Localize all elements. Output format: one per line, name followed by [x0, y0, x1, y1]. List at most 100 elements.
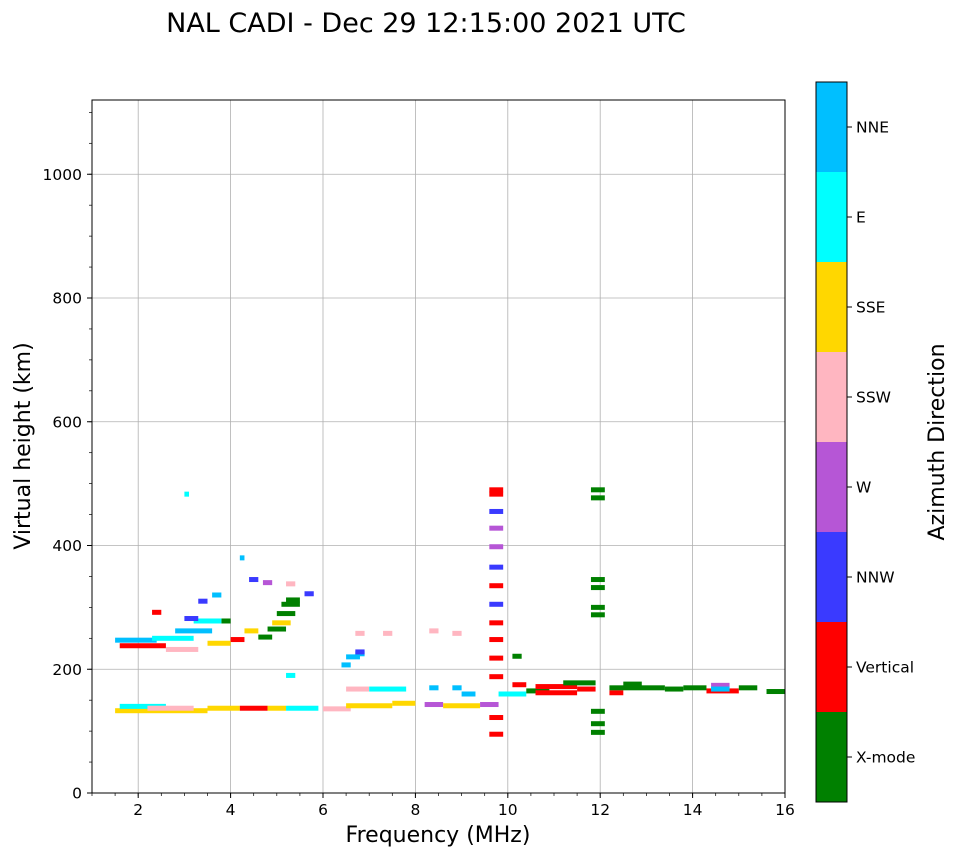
echo-segment: [429, 685, 439, 691]
echo-segment: [489, 508, 504, 514]
echo-segment: [609, 690, 624, 696]
echo-segment: [346, 703, 393, 709]
echo-segment: [489, 564, 504, 570]
echo-segment: [286, 705, 319, 711]
echo-segment: [281, 601, 300, 607]
echo-segment: [590, 729, 605, 735]
echo-segment: [590, 708, 605, 714]
echo-segment: [221, 618, 231, 624]
colorbar-frame: [815, 81, 848, 803]
echo-segment: [346, 686, 370, 692]
echo-segment: [535, 684, 578, 690]
echo-segment: [609, 685, 665, 691]
colorbar-swatch: [816, 712, 847, 802]
echo-segment: [184, 491, 190, 497]
y-tick-label: 400: [52, 537, 82, 555]
echo-segment: [152, 635, 194, 641]
echo-segment: [119, 703, 166, 709]
echo-segment: [272, 620, 291, 626]
colorbar-swatch: [816, 532, 847, 622]
colorbar-tick-label: W: [856, 479, 871, 497]
plot-area: [115, 487, 785, 737]
x-tick-label: 12: [590, 801, 610, 819]
echo-segment: [489, 487, 504, 493]
chart-title: NAL CADI - Dec 29 12:15:00 2021 UTC: [166, 8, 686, 39]
echo-segment: [711, 682, 730, 688]
echo-segment: [590, 487, 605, 493]
echo-segment: [443, 703, 481, 709]
echo-traces: [115, 487, 785, 737]
grid-lines: [92, 100, 785, 793]
echo-segment: [369, 686, 407, 692]
echo-segment: [535, 690, 578, 696]
echo-segment: [207, 640, 231, 646]
x-axis-label: Frequency (MHz): [346, 823, 531, 848]
echo-segment: [276, 611, 296, 617]
echo-segment: [424, 702, 444, 708]
echo-segment: [249, 577, 259, 583]
echo-segment: [198, 598, 208, 604]
y-axis-ticks: 0 200 400 600 800 1000: [43, 112, 92, 803]
echo-segment: [623, 681, 642, 687]
echo-segment: [184, 616, 199, 622]
echo-segment: [355, 649, 365, 655]
x-tick-label: 2: [133, 801, 143, 819]
echo-segment: [341, 662, 351, 668]
echo-segment: [512, 653, 522, 659]
echo-segment: [244, 628, 259, 634]
echo-segment: [267, 626, 287, 632]
echo-segment: [262, 580, 273, 586]
x-tick-label: 14: [683, 801, 703, 819]
echo-segment: [489, 525, 504, 531]
colorbar-tick-label: SSE: [856, 299, 885, 317]
colorbar-tick-label: X-mode: [856, 749, 915, 767]
echo-segment: [119, 643, 166, 649]
echo-segment: [429, 628, 439, 634]
colorbar-swatch: [816, 442, 847, 532]
echo-segment: [175, 628, 213, 634]
echo-segment: [590, 612, 605, 618]
echo-segment: [489, 674, 504, 680]
echo-segment: [711, 686, 730, 692]
echo-segment: [286, 672, 296, 678]
echo-segment: [590, 585, 605, 591]
x-tick-label: 8: [410, 801, 420, 819]
echo-segment: [738, 685, 758, 691]
echo-segment: [498, 691, 527, 697]
echo-segment: [230, 637, 245, 643]
echo-segment: [461, 691, 476, 697]
echo-segment: [489, 637, 504, 643]
echo-segment: [512, 682, 527, 688]
echo-segment: [258, 634, 273, 640]
echo-segment: [267, 705, 287, 711]
echo-segment: [207, 705, 240, 711]
echo-segment: [489, 731, 504, 737]
colorbar: X-mode Vertical NNW W SSW SSE E NNE: [815, 81, 915, 803]
x-tick-label: 16: [775, 801, 795, 819]
echo-segment: [766, 689, 785, 695]
y-tick-label: 200: [52, 661, 82, 679]
echo-segment: [346, 654, 360, 660]
echo-segment: [489, 601, 504, 607]
echo-segment: [147, 705, 194, 711]
colorbar-swatch: [816, 622, 847, 712]
colorbar-swatch: [816, 172, 847, 262]
colorbar-tick-label: E: [856, 209, 866, 227]
colorbar-tick-label: SSW: [856, 389, 891, 407]
echo-segment: [193, 618, 222, 624]
colorbar-label: Azimuth Direction: [925, 343, 950, 540]
echo-segment: [489, 620, 504, 626]
y-tick-label: 1000: [43, 166, 82, 184]
echo-segment: [489, 491, 504, 497]
echo-segment: [577, 686, 596, 692]
colorbar-swatch: [816, 352, 847, 442]
echo-segment: [165, 646, 199, 652]
echo-segment: [239, 555, 245, 561]
echo-segment: [304, 591, 314, 597]
colorbar-swatch: [816, 262, 847, 352]
echo-segment: [489, 655, 504, 661]
echo-segment: [152, 609, 162, 615]
colorbar-tick-label: NNW: [856, 569, 895, 587]
colorbar-swatch: [816, 82, 847, 172]
